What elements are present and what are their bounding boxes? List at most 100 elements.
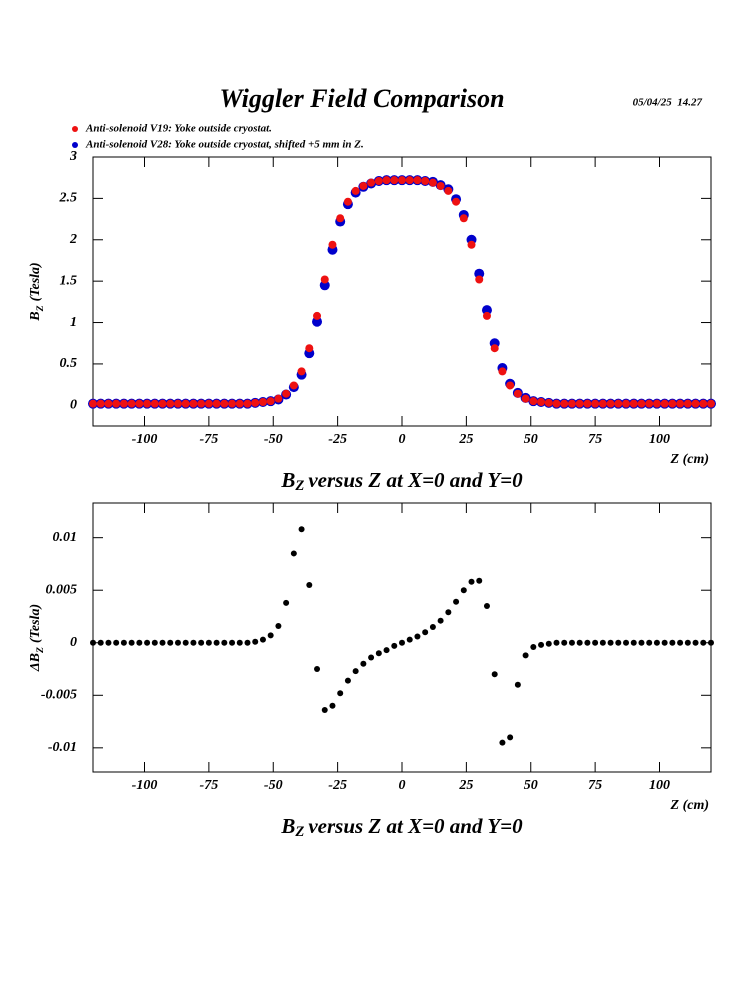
data-point: [213, 639, 220, 646]
data-point: [483, 602, 490, 609]
data-point: [205, 639, 212, 646]
data-point: [630, 639, 637, 646]
data-point: [669, 639, 676, 646]
data-point: [259, 636, 266, 643]
data-point: [498, 367, 507, 376]
data-point: [676, 399, 685, 408]
data-point: [312, 316, 323, 327]
y-tick-label: 1: [70, 315, 77, 330]
data-point: [251, 398, 260, 407]
data-point: [244, 639, 251, 646]
data-point: [229, 639, 236, 646]
data-point: [444, 186, 453, 195]
data-point: [561, 639, 568, 646]
x-tick-label: -50: [264, 432, 283, 447]
data-point: [513, 389, 522, 398]
data-point: [615, 639, 622, 646]
data-point: [708, 639, 714, 646]
data-point: [313, 311, 322, 320]
data-point: [321, 707, 328, 714]
data-point: [181, 399, 190, 408]
data-point: [283, 599, 290, 606]
data-point: [266, 397, 275, 406]
data-point: [437, 617, 444, 624]
data-point: [320, 275, 329, 284]
data-point: [352, 668, 359, 675]
y-tick-label: -0.005: [41, 688, 77, 703]
data-point: [383, 647, 390, 654]
data-point: [599, 639, 606, 646]
timestamp: 05/04/25 14.27: [633, 97, 703, 109]
data-point: [653, 639, 660, 646]
data-point: [552, 399, 561, 408]
data-point: [575, 399, 584, 408]
data-point: [475, 275, 484, 284]
data-point: [428, 178, 437, 187]
data-point: [468, 578, 475, 585]
data-point: [699, 399, 708, 408]
caption: BZ versus Z at X=0 and Y=0: [280, 468, 523, 495]
x-tick-label: 25: [458, 432, 473, 447]
data-point: [375, 650, 382, 657]
data-point: [476, 577, 483, 584]
data-point: [220, 399, 229, 408]
data-point: [221, 639, 228, 646]
data-point: [537, 397, 546, 406]
data-point: [598, 399, 607, 408]
x-tick-label: -75: [200, 778, 219, 793]
data-point: [204, 399, 213, 408]
data-point: [553, 639, 560, 646]
caption-rest: versus Z at X=0 and Y=0: [308, 468, 523, 492]
data-point: [436, 181, 445, 190]
data-point: [136, 639, 143, 646]
data-point: [90, 639, 96, 646]
legend-label: Anti-solenoid V28: Yoke outside cryostat…: [85, 139, 364, 151]
data-point: [584, 639, 591, 646]
data-point: [660, 399, 669, 408]
x-tick-label: 25: [458, 778, 473, 793]
data-point: [421, 177, 430, 186]
x-tick-label: 75: [588, 778, 602, 793]
data-point: [422, 629, 429, 636]
data-point: [258, 397, 267, 406]
data-point: [629, 399, 638, 408]
caption-main: B: [280, 468, 295, 492]
data-point: [289, 381, 298, 390]
data-point: [453, 598, 460, 605]
caption-sub: Z: [294, 824, 304, 840]
data-point: [445, 609, 452, 616]
y-axis-label-sub: Z: [35, 305, 46, 312]
y-tick-label: 0.005: [46, 582, 78, 597]
data-point: [212, 399, 221, 408]
x-tick-label: -25: [328, 432, 347, 447]
data-point: [429, 623, 436, 630]
data-point: [544, 398, 553, 407]
data-point: [622, 399, 631, 408]
y-axis-label-rest: (Tesla): [28, 262, 43, 301]
data-point: [398, 176, 406, 185]
data-point: [460, 587, 467, 594]
data-point: [467, 240, 476, 249]
data-point: [491, 671, 498, 678]
data-point: [329, 702, 336, 709]
data-point: [592, 639, 599, 646]
data-point: [567, 399, 576, 408]
data-point: [413, 176, 422, 185]
data-point: [391, 642, 398, 649]
data-point: [128, 639, 135, 646]
x-tick-label: -25: [328, 778, 347, 793]
data-point: [190, 639, 197, 646]
data-point: [506, 381, 515, 390]
legend-marker: [72, 126, 78, 132]
data-point: [104, 399, 113, 408]
data-point: [607, 639, 614, 646]
data-point: [405, 176, 414, 185]
data-point: [538, 641, 545, 648]
data-point: [390, 176, 399, 185]
y-tick-label: 2.5: [59, 191, 78, 206]
x-tick-label: 0: [399, 432, 406, 447]
data-point: [459, 214, 468, 223]
y-axis-label-sub: Z: [35, 647, 46, 654]
x-axis-label: Z (cm): [670, 798, 709, 813]
